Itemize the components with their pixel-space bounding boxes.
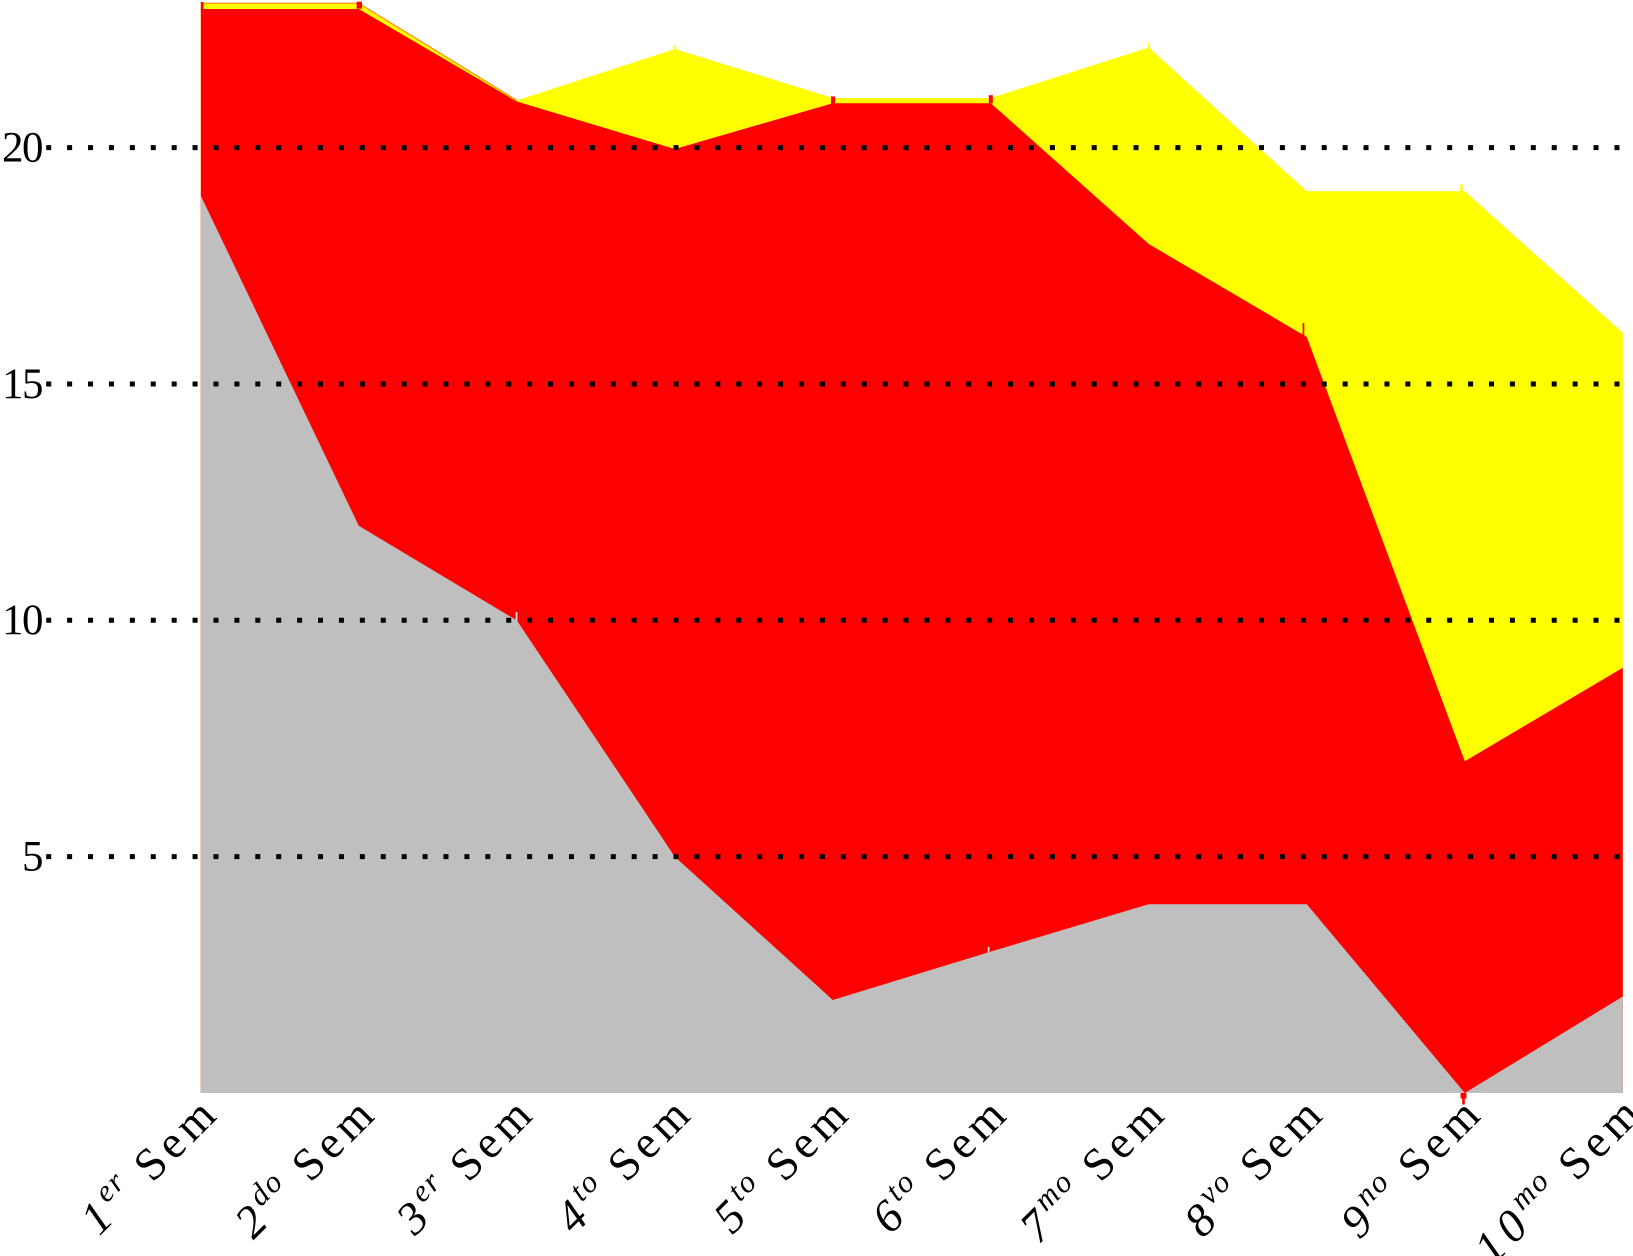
svg-text:5to Sem: 5to Sem <box>700 1081 861 1242</box>
svg-text:6to Sem: 6to Sem <box>858 1081 1019 1242</box>
svg-text:4to Sem: 4to Sem <box>542 1081 703 1242</box>
svg-text:7mo Sem: 7mo Sem <box>1006 1081 1177 1252</box>
svg-text:20: 20 <box>2 124 42 171</box>
svg-text:8vo Sem: 8vo Sem <box>1170 1081 1335 1246</box>
svg-text:15: 15 <box>2 361 42 408</box>
svg-text:3er Sem: 3er Sem <box>382 1081 545 1244</box>
svg-text:1er Sem: 1er Sem <box>67 1081 229 1243</box>
svg-text:5: 5 <box>22 834 42 881</box>
svg-text:10mo Sem: 10mo Sem <box>1460 1080 1633 1256</box>
svg-text:9no Sem: 9no Sem <box>1327 1081 1493 1247</box>
svg-text:2do Sem: 2do Sem <box>221 1081 387 1247</box>
svg-text:10: 10 <box>2 597 42 644</box>
